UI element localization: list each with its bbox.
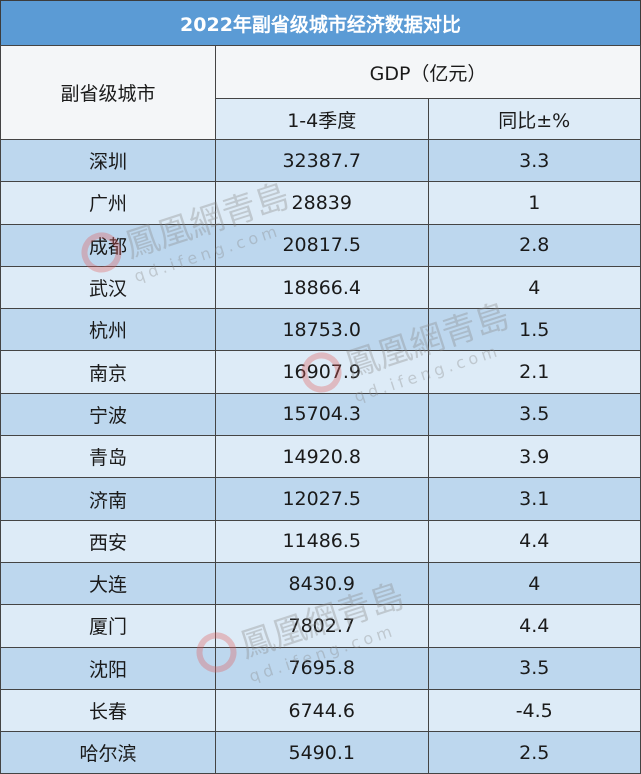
header-city: 副省级城市 (0, 45, 216, 140)
cell-gdp: 5490.1 (215, 731, 429, 774)
cell-city: 成都 (0, 223, 216, 267)
cell-gdp: 12027.5 (215, 477, 429, 521)
cell-gdp: 7802.7 (215, 604, 429, 648)
cell-city: 青岛 (0, 435, 216, 479)
cell-gdp: 7695.8 (215, 646, 429, 690)
cell-yoy: 1.5 (427, 308, 641, 352)
cell-city: 沈阳 (0, 646, 216, 690)
table-row: 济南 12027.5 3.1 (0, 477, 641, 521)
cell-city: 宁波 (0, 392, 216, 437)
table-row: 长春 6744.6 -4.5 (0, 688, 641, 733)
gdp-table: 副省级城市 GDP（亿元） 1-4季度 同比±% 深圳 32387.7 3.3 广州 2… (0, 45, 641, 774)
table-row: 成都 20817.5 2.8 (0, 223, 641, 267)
table-row: 大连 8430.9 4 (0, 561, 641, 606)
table-row: 哈尔滨 5490.1 2.5 (0, 731, 641, 774)
cell-city: 西安 (0, 519, 216, 563)
cell-gdp: 16907.9 (215, 350, 429, 394)
cell-gdp: 28839 (215, 181, 429, 225)
cell-yoy: 3.3 (427, 138, 641, 183)
cell-yoy: 4.4 (427, 519, 641, 563)
cell-yoy: 1 (427, 181, 641, 225)
cell-gdp: 18866.4 (215, 265, 429, 310)
cell-yoy: 3.9 (427, 435, 641, 479)
cell-city: 杭州 (0, 308, 216, 352)
cell-gdp: 32387.7 (215, 138, 429, 183)
cell-yoy: 4 (427, 561, 641, 606)
table-row: 广州 28839 1 (0, 181, 641, 225)
cell-city: 济南 (0, 477, 216, 521)
cell-city: 厦门 (0, 604, 216, 648)
header-period: 1-4季度 (215, 98, 429, 140)
table-row: 青岛 14920.8 3.9 (0, 435, 641, 479)
table-row: 武汉 18866.4 4 (0, 265, 641, 310)
cell-gdp: 8430.9 (215, 561, 429, 606)
table-row: 杭州 18753.0 1.5 (0, 308, 641, 352)
cell-yoy: 4 (427, 265, 641, 310)
cell-gdp: 15704.3 (215, 392, 429, 437)
header-gdp: GDP（亿元） (215, 45, 641, 99)
cell-city: 南京 (0, 350, 216, 394)
cell-yoy: 2.1 (427, 350, 641, 394)
table-row: 沈阳 7695.8 3.5 (0, 646, 641, 690)
cell-city: 大连 (0, 561, 216, 606)
table-row: 宁波 15704.3 3.5 (0, 392, 641, 437)
cell-yoy: 2.8 (427, 223, 641, 267)
cell-city: 武汉 (0, 265, 216, 310)
cell-yoy: 3.5 (427, 646, 641, 690)
cell-city: 广州 (0, 181, 216, 225)
table-row: 西安 11486.5 4.4 (0, 519, 641, 563)
header-yoy: 同比±% (427, 98, 641, 140)
table-title: 2022年副省级城市经济数据对比 (0, 0, 641, 46)
cell-gdp: 6744.6 (215, 688, 429, 733)
table-row: 深圳 32387.7 3.3 (0, 138, 641, 183)
cell-yoy: -4.5 (427, 688, 641, 733)
cell-gdp: 11486.5 (215, 519, 429, 563)
cell-gdp: 20817.5 (215, 223, 429, 267)
table-row: 厦门 7802.7 4.4 (0, 604, 641, 648)
cell-city: 哈尔滨 (0, 731, 216, 774)
cell-yoy: 2.5 (427, 731, 641, 774)
cell-city: 深圳 (0, 138, 216, 183)
cell-gdp: 18753.0 (215, 308, 429, 352)
table-row: 南京 16907.9 2.1 (0, 350, 641, 394)
cell-yoy: 3.5 (427, 392, 641, 437)
cell-yoy: 3.1 (427, 477, 641, 521)
cell-yoy: 4.4 (427, 604, 641, 648)
cell-city: 长春 (0, 688, 216, 733)
cell-gdp: 14920.8 (215, 435, 429, 479)
